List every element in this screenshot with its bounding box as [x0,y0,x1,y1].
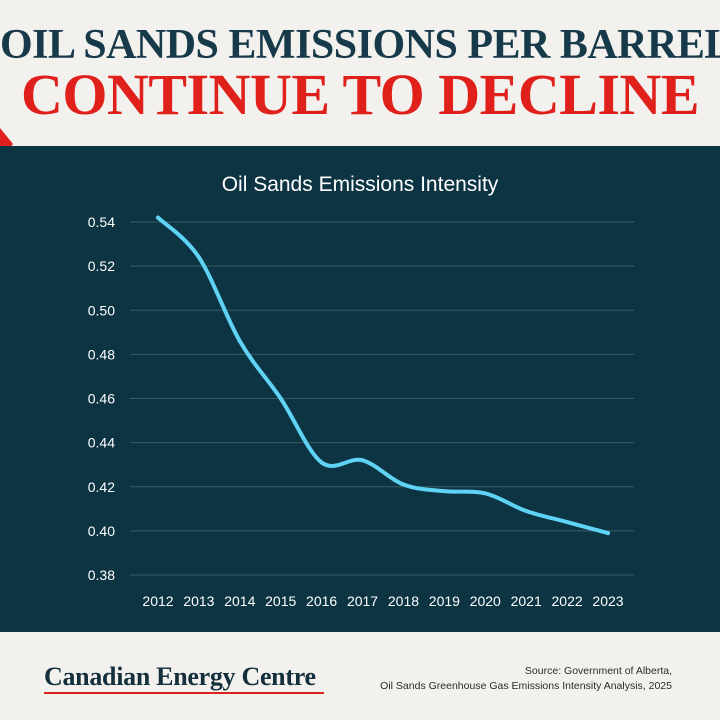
x-tick-label: 2016 [306,593,337,609]
y-tick-label: 0.46 [88,391,115,407]
logo-underline [44,692,324,694]
x-tick-label: 2013 [183,593,214,609]
x-tick-label: 2021 [511,593,542,609]
x-tick-label: 2015 [265,593,296,609]
emissions-intensity-chart: Oil Sands Emissions Intensity 0.540.520.… [88,173,634,609]
y-tick-label: 0.40 [88,523,115,539]
headline-line-2: CONTINUE TO DECLINE [20,62,700,127]
y-axis-tick-labels: 0.54 0.52 0.50 0.48 0.46 0.44 0.42 0.40 0.38 [88,214,115,583]
data-points [156,215,610,536]
x-tick-label: 2020 [470,593,501,609]
source-note: Source: Government of Alberta, Oil Sands… [380,664,672,694]
data-point [401,482,406,487]
y-tick-label: 0.54 [88,214,115,230]
data-point [278,396,283,401]
data-point [442,489,447,494]
data-point [483,491,488,496]
x-tick-label: 2014 [224,593,255,609]
y-tick-label: 0.48 [88,346,115,362]
x-tick-label: 2017 [347,593,378,609]
source-line-1: Source: Government of Alberta, [524,665,672,677]
chart-title: Oil Sands Emissions Intensity [222,173,499,196]
x-axis-tick-labels: 2012 2013 2014 2015 2016 2017 2018 2019 2020 2021… [142,593,623,609]
headline-line-1: OIL SANDS EMISSIONS PER BARREL [0,22,720,68]
data-point [237,339,242,344]
data-point [156,215,160,220]
grid-lines [130,221,634,576]
y-tick-label: 0.44 [88,435,115,451]
series-line [156,215,610,536]
canadian-energy-centre-logo: Canadian Energy Centre [44,662,316,691]
y-tick-label: 0.52 [88,258,115,274]
y-tick-label: 0.38 [88,567,115,583]
x-tick-label: 2012 [142,593,173,609]
data-point [524,509,529,514]
x-tick-label: 2022 [552,593,583,609]
x-tick-label: 2019 [429,593,460,609]
x-tick-label: 2023 [592,593,623,609]
chart-panel: Oil Sands Emissions Intensity 0.54 0.52 0.… [0,146,720,632]
x-tick-label: 2018 [388,593,419,609]
source-line-2: Oil Sands Greenhouse Gas Emissions Inten… [380,680,672,692]
y-tick-label: 0.42 [88,479,115,495]
data-point [196,255,201,260]
data-point [606,531,610,536]
data-point [319,460,324,465]
data-point [565,520,570,525]
data-point [360,458,365,463]
y-tick-label: 0.50 [88,302,115,318]
